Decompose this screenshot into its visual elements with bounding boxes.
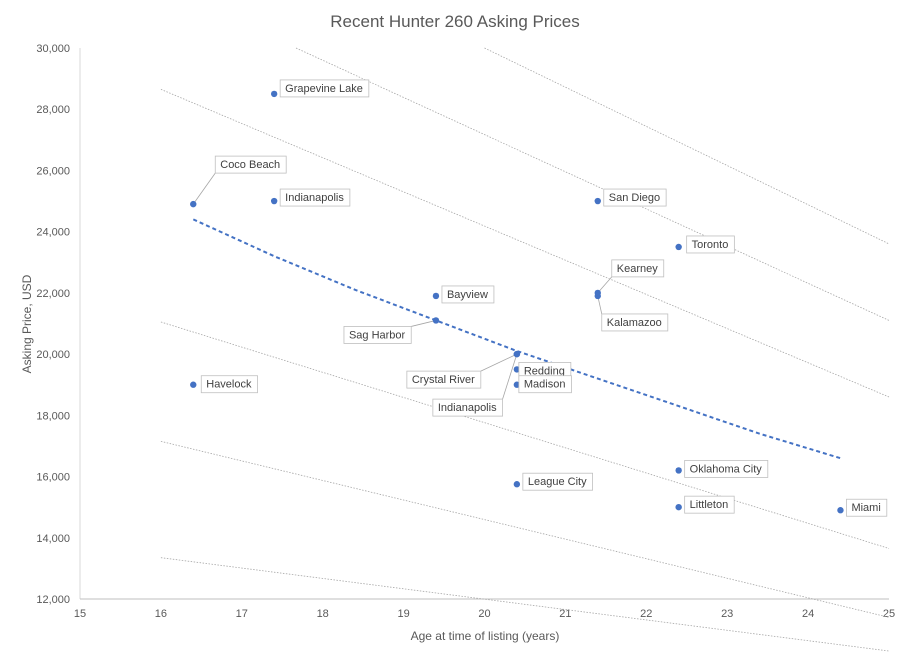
x-tick-label: 22 (640, 608, 652, 620)
data-label-box (279, 79, 370, 98)
reference-line (160, 557, 890, 652)
data-point (190, 200, 197, 208)
data-point (270, 90, 278, 98)
data-label: League City (528, 476, 587, 488)
data-label-box (432, 398, 503, 417)
label-leader-line (192, 172, 216, 205)
data-point (270, 197, 278, 205)
y-tick-label: 14,000 (36, 533, 70, 545)
data-label: Madison (524, 379, 566, 391)
data-point (432, 292, 440, 300)
data-point (513, 381, 521, 388)
x-tick-label: 20 (478, 608, 490, 620)
data-label: Oklahoma City (690, 463, 763, 475)
data-point (513, 481, 521, 488)
data-point (675, 243, 682, 251)
data-label-box (684, 460, 769, 478)
x-tick-label: 16 (155, 608, 167, 620)
x-tick-label: 21 (559, 608, 571, 620)
label-leader-line (502, 353, 518, 400)
data-point (594, 292, 601, 300)
data-label-box (522, 472, 593, 491)
reference-line (160, 440, 890, 618)
data-label: Toronto (692, 239, 729, 251)
data-label-box (200, 375, 258, 394)
data-label: Indianapolis (438, 402, 497, 414)
y-axis-title: Asking Price, USD (20, 274, 34, 373)
data-label-box (684, 495, 735, 514)
data-point (675, 503, 682, 511)
data-label-box (611, 259, 665, 278)
data-label-box (518, 375, 572, 394)
data-label: Indianapolis (285, 192, 344, 204)
y-tick-label: 18,000 (36, 410, 70, 422)
y-tick-label: 16,000 (36, 472, 70, 484)
data-label-box (279, 188, 351, 207)
data-label: Miami (851, 502, 880, 514)
data-label: Coco Beach (220, 159, 280, 171)
label-leader-line (597, 276, 613, 294)
y-tick-label: 12,000 (36, 594, 70, 606)
data-points (190, 90, 844, 514)
trend-line-group (192, 218, 841, 460)
x-tick-label: 15 (74, 608, 86, 620)
data-label: Redding (524, 365, 565, 377)
data-label: Grapevine Lake (285, 83, 363, 95)
label-leader-line (411, 320, 437, 327)
x-axis-title: Age at time of listing (years) (411, 629, 560, 643)
y-tick-label: 22,000 (36, 288, 70, 300)
trend-line (192, 218, 841, 460)
data-label: San Diego (609, 192, 660, 204)
x-tick-label: 19 (397, 608, 409, 620)
data-label-box (601, 313, 669, 332)
data-label: Havelock (206, 379, 252, 391)
data-label: Crystal River (412, 374, 475, 386)
data-point (594, 197, 601, 205)
reference-line (160, 321, 890, 549)
data-point (432, 317, 440, 324)
y-tick-label: 26,000 (36, 165, 70, 177)
data-labels: Grapevine Lake Coco Beach Indianapolis San … (200, 79, 888, 517)
label-leader-line (480, 353, 518, 372)
axes: 15 16 17 18 19 20 21 22 23 24 25 12,000 14,000 16,000… (36, 43, 895, 620)
data-point (513, 350, 521, 358)
data-label: Kearney (617, 263, 658, 275)
data-label: Bayview (447, 289, 488, 301)
data-label: Kalamazoo (607, 317, 662, 329)
data-label-box (441, 285, 495, 304)
reference-lines (160, 47, 890, 652)
x-tick-label: 17 (236, 608, 248, 620)
data-label-box (603, 188, 667, 207)
y-tick-label: 28,000 (36, 104, 70, 116)
data-label-box (406, 370, 482, 389)
data-label: Sag Harbor (349, 329, 406, 341)
data-point (837, 507, 844, 514)
y-tick-label: 24,000 (36, 227, 70, 239)
data-label: Littleton (690, 499, 729, 511)
y-tick-label: 30,000 (36, 43, 70, 55)
y-tick-label: 20,000 (36, 349, 70, 361)
x-tick-label: 25 (883, 608, 895, 620)
x-tick-label: 18 (317, 608, 329, 620)
reference-line (484, 47, 890, 245)
data-point (513, 366, 521, 373)
x-tick-label: 23 (721, 608, 733, 620)
data-label-box (214, 155, 287, 174)
data-label-box (686, 235, 735, 254)
label-leaders (192, 172, 613, 400)
data-point (190, 381, 197, 388)
reference-line (160, 88, 890, 398)
data-label-box (343, 326, 412, 344)
chart-title: Recent Hunter 260 Asking Prices (330, 12, 579, 31)
x-tick-label: 24 (802, 608, 814, 620)
data-point (675, 467, 682, 474)
reference-line (295, 47, 890, 321)
data-label-box (846, 498, 888, 517)
